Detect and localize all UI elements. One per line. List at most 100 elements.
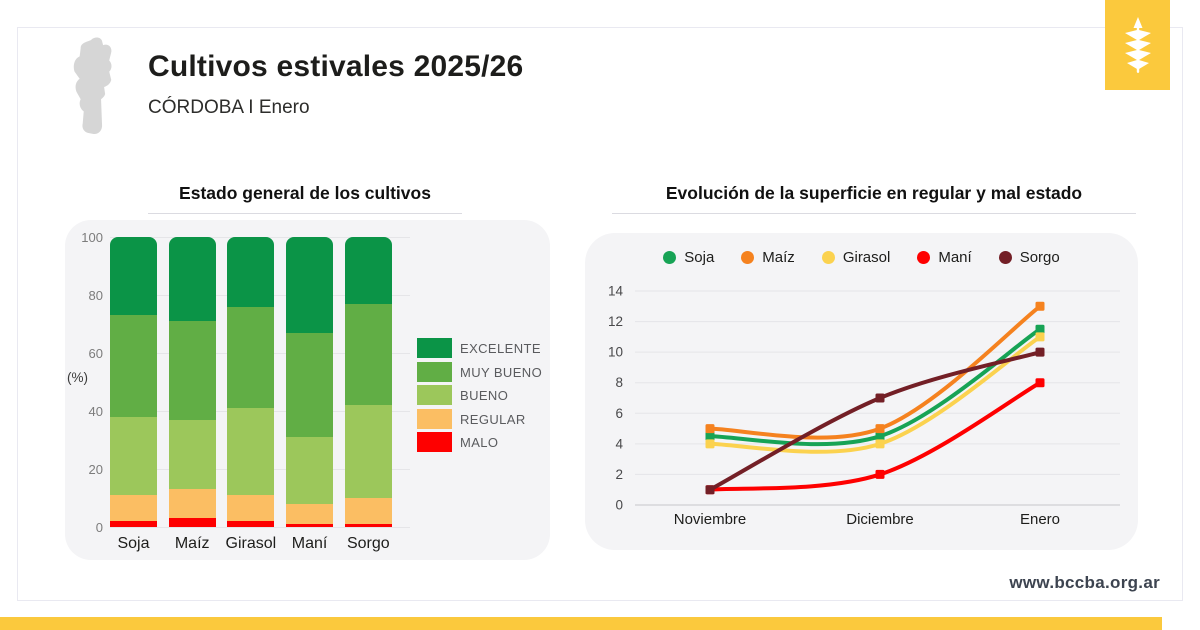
x-tick-label: Diciembre [846, 511, 914, 528]
data-point-girasol [875, 439, 885, 449]
bar-segment-bueno [227, 408, 275, 496]
y-tick-label: 100 [81, 230, 103, 245]
data-point-soja [875, 431, 885, 441]
legend-swatch [417, 361, 452, 382]
legend-label: Sorgo [1019, 249, 1060, 266]
bar-chart-title: Estado general de los cultivos [148, 183, 462, 214]
line-series-maíz [708, 304, 1042, 440]
bar-segment-muy-bueno [227, 306, 275, 409]
bar-segment-malo [344, 524, 392, 527]
bar-segment-bueno [168, 419, 216, 490]
line-chart-title: Evolución de la superficie en regular y … [612, 183, 1136, 214]
y-tick-label: 6 [615, 406, 623, 421]
data-point-sorgo [1035, 347, 1045, 357]
legend-swatch [417, 408, 452, 429]
bar-segment-excelente [286, 237, 334, 333]
y-tick-label: 4 [615, 436, 623, 451]
data-point-soja [1035, 324, 1045, 334]
y-tick-label: 60 [88, 346, 103, 361]
bottom-accent-bar [0, 617, 1162, 630]
y-tick-label: 20 [88, 462, 103, 477]
line-chart-legend: Soja Maíz Girasol Maní Sorgo [585, 249, 1138, 266]
bar-chart-panel: 0 20 40 60 80 100 (%) Soja Maíz Girasol Maní Sorgo E… [65, 220, 550, 560]
category-label: Maní [291, 535, 328, 552]
bar-segment-excelente [344, 237, 392, 304]
bar-segment-regular [286, 503, 334, 525]
x-tick-label: Noviembre [674, 511, 747, 528]
y-tick-label: 80 [88, 288, 103, 303]
data-point-sorgo [875, 393, 885, 403]
legend-swatch [417, 338, 452, 358]
y-axis-label: (%) [67, 370, 88, 385]
legend-label: Maní [938, 249, 972, 266]
bar-segment-malo [168, 518, 216, 527]
data-point-girasol [705, 439, 715, 449]
bar-segment-excelente [110, 237, 157, 316]
data-point-maíz [705, 424, 715, 434]
legend-dot [663, 251, 677, 264]
legend-label: Maíz [762, 249, 795, 266]
bar-segment-malo [286, 524, 334, 527]
y-tick-label: 10 [608, 345, 623, 360]
line-chart-panel: Soja Maíz Girasol Maní Sorgo 0 2 4 6 8 10 12 14 Novi… [585, 233, 1138, 550]
data-point-girasol [1035, 332, 1045, 342]
data-point-soja [705, 431, 715, 441]
website-url: www.bccba.org.ar [1009, 573, 1160, 592]
cordoba-province-map [73, 37, 112, 135]
legend-item-maíz: Maíz [741, 249, 795, 266]
legend-label: BUENO [460, 388, 509, 403]
y-tick-label: 14 [608, 284, 624, 299]
line-series-soja [708, 327, 1042, 447]
page-title: Cultivos estivales 2025/26 [148, 50, 524, 83]
legend-swatch [417, 385, 452, 405]
y-tick-label: 12 [608, 314, 623, 329]
bar-segment-malo [227, 521, 275, 527]
legend-label: REGULAR [460, 411, 526, 427]
brand-badge [1105, 0, 1170, 90]
legend-item-sorgo: Sorgo [998, 249, 1060, 266]
data-point-maní [875, 469, 885, 479]
bar-segment-muy-bueno [286, 332, 334, 438]
x-tick-label: Enero [1020, 511, 1060, 528]
bar-segment-regular [227, 495, 275, 522]
legend-label: Soja [684, 249, 715, 266]
legend-label: MUY BUENO [460, 364, 543, 380]
bar-segment-muy-bueno [110, 315, 157, 417]
legend-dot [998, 251, 1012, 264]
legend-item-maní: Maní [917, 249, 972, 266]
data-point-maní [1035, 378, 1045, 388]
data-point-maíz [875, 424, 885, 434]
legend-dot [741, 251, 755, 264]
bar-segment-malo [110, 521, 157, 527]
category-label: Maíz [174, 535, 210, 552]
legend-swatch [417, 432, 452, 452]
bar-segment-bueno [286, 437, 334, 504]
category-label: Girasol [225, 535, 277, 552]
bar-segment-regular [168, 489, 216, 519]
gridline [110, 527, 410, 528]
data-point-maíz [1035, 301, 1045, 311]
legend-label: MALO [460, 435, 499, 450]
y-tick-label: 40 [88, 404, 103, 419]
data-point-sorgo [705, 485, 715, 495]
bar-segment-regular [344, 498, 392, 525]
y-tick-label: 2 [615, 467, 623, 482]
y-tick-label: 0 [615, 498, 623, 513]
page-subtitle: CÓRDOBA I Enero [148, 97, 310, 118]
legend-label: Girasol [842, 249, 891, 266]
bar-segment-regular [110, 495, 157, 522]
legend-dot [917, 251, 931, 264]
bar-segment-bueno [110, 416, 157, 496]
bar-segment-bueno [344, 405, 392, 498]
bar-segment-excelente [227, 237, 275, 307]
bar-segment-excelente [168, 237, 216, 322]
legend-label: EXCELENTE [460, 341, 541, 356]
category-label: Sorgo [346, 535, 390, 552]
legend-item-soja: Soja [663, 249, 714, 266]
bar-segment-muy-bueno [344, 303, 392, 406]
category-label: Soja [117, 535, 150, 552]
wheat-icon [1124, 17, 1151, 73]
legend-dot [821, 251, 835, 264]
legend-item-girasol: Girasol [821, 249, 891, 266]
